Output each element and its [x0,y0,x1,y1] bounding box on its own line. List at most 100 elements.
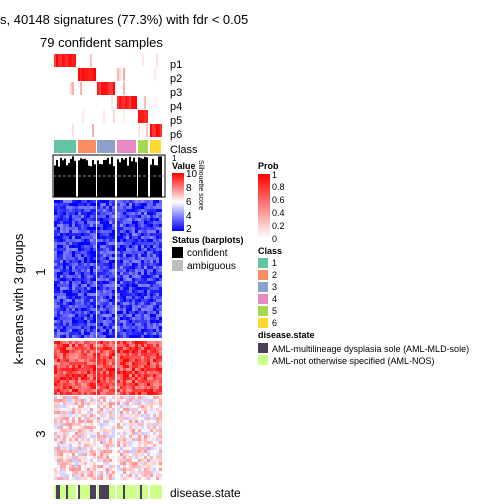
heatmap-cell-row-group-2 [150,347,153,350]
prob-cell-p4 [111,96,113,109]
heatmap-cell-row-group-2 [123,389,126,392]
prob-cell-p6 [86,124,88,137]
heatmap-cell-row-group-2 [69,356,72,359]
heatmap-cell-row-group-1 [120,293,123,296]
heatmap-cell-row-group-1 [153,266,156,269]
heatmap-cell-row-group-1 [90,329,93,332]
prob-cell-p6 [56,124,58,137]
heatmap-cell-row-group-2 [87,356,90,359]
heatmap-cell-row-group-2 [66,365,69,368]
heatmap-cell-row-group-1 [54,227,57,230]
heatmap-cell-row-group-3 [54,411,57,414]
heatmap-cell-row-group-1 [93,263,96,266]
heatmap-cell-row-group-1 [66,332,69,335]
heatmap-cell-row-group-1 [57,257,60,260]
heatmap-cell-row-group-3 [153,414,156,417]
prob-cell-p1 [99,54,101,67]
heatmap-cell-row-group-2 [144,347,147,350]
heatmap-cell-row-group-2 [72,389,75,392]
heatmap-cell-row-group-1 [109,263,112,266]
heatmap-cell-row-group-1 [97,323,100,326]
heatmap-cell-row-group-3 [81,438,84,441]
heatmap-cell-row-group-1 [81,224,84,227]
heatmap-cell-row-group-1 [112,254,115,257]
heatmap-cell-row-group-1 [123,302,126,305]
heatmap-cell-row-group-3 [153,447,156,450]
heatmap-cell-row-group-1 [106,296,109,299]
heatmap-cell-row-group-3 [78,453,81,456]
heatmap-cell-row-group-1 [147,269,150,272]
heatmap-cell-row-group-2 [120,350,123,353]
heatmap-cell-row-group-3 [69,435,72,438]
heatmap-cell-row-group-2 [141,350,144,353]
heatmap-cell-row-group-3 [147,450,150,453]
heatmap-cell-row-group-3 [117,435,120,438]
heatmap-cell-row-group-3 [100,447,103,450]
heatmap-cell-row-group-3 [69,450,72,453]
disease-cell-class-2 [80,485,82,499]
heatmap-cell-row-group-1 [112,227,115,230]
heatmap-cell-row-group-2 [117,350,120,353]
heatmap-cell-row-group-2 [72,392,75,395]
heatmap-cell-row-group-1 [126,320,129,323]
heatmap-cell-row-group-1 [60,266,63,269]
heatmap-cell-row-group-1 [159,239,162,242]
class-block-1 [54,140,76,153]
heatmap-cell-row-group-3 [150,420,153,423]
heatmap-cell-row-group-2 [117,377,120,380]
heatmap-cell-row-group-1 [78,272,81,275]
heatmap-cell-row-group-1 [120,218,123,221]
heatmap-cell-row-group-2 [156,377,159,380]
heatmap-cell-row-group-1 [75,296,78,299]
heatmap-cell-row-group-2 [103,350,106,353]
prob-cell-p6 [101,124,103,137]
heatmap-cell-row-group-3 [100,420,103,423]
heatmap-cell-row-group-1 [129,335,132,338]
heatmap-cell-row-group-1 [69,302,72,305]
heatmap-cell-row-group-1 [78,266,81,269]
heatmap-cell-row-group-1 [93,290,96,293]
heatmap-cell-row-group-2 [81,350,84,353]
heatmap-cell-row-group-1 [57,239,60,242]
heatmap-cell-row-group-1 [135,308,138,311]
heatmap-cell-row-group-1 [90,272,93,275]
heatmap-cell-row-group-3 [123,399,126,402]
heatmap-cell-row-group-3 [93,399,96,402]
prob-cell-p5 [68,110,70,123]
heatmap-cell-row-group-3 [54,447,57,450]
heatmap-cell-row-group-1 [63,236,66,239]
heatmap-cell-row-group-3 [123,450,126,453]
heatmap-cell-row-group-2 [112,356,115,359]
heatmap-cell-row-group-2 [120,347,123,350]
heatmap-cell-row-group-2 [156,383,159,386]
heatmap-cell-row-group-2 [144,344,147,347]
heatmap-cell-row-group-3 [117,444,120,447]
heatmap-cell-row-group-2 [54,344,57,347]
heatmap-cell-row-group-1 [63,200,66,203]
heatmap-cell-row-group-3 [150,468,153,471]
heatmap-cell-row-group-3 [132,432,135,435]
heatmap-cell-row-group-3 [123,444,126,447]
heatmap-cell-row-group-1 [63,314,66,317]
heatmap-cell-row-group-1 [87,215,90,218]
heatmap-cell-row-group-3 [78,402,81,405]
heatmap-cell-row-group-1 [106,236,109,239]
heatmap-cell-row-group-2 [72,350,75,353]
heatmap-cell-row-group-1 [69,275,72,278]
heatmap-cell-row-group-1 [93,215,96,218]
heatmap-cell-row-group-1 [129,320,132,323]
heatmap-cell-row-group-1 [123,329,126,332]
heatmap-cell-row-group-1 [141,254,144,257]
heatmap-cell-row-group-1 [103,275,106,278]
silhouette-barplot [52,154,166,198]
heatmap-cell-row-group-2 [126,362,129,365]
heatmap-cell-row-group-1 [93,266,96,269]
heatmap-cell-row-group-3 [126,426,129,429]
heatmap-cell-row-group-1 [153,248,156,251]
heatmap-cell-row-group-1 [135,233,138,236]
heatmap-cell-row-group-3 [54,435,57,438]
heatmap-cell-row-group-3 [109,396,112,399]
heatmap-cell-row-group-1 [78,305,81,308]
heatmap-cell-row-group-3 [120,408,123,411]
heatmap-cell-row-group-3 [75,465,78,468]
